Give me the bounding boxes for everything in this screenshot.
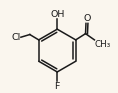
Text: CH₃: CH₃	[95, 40, 111, 49]
Text: O: O	[83, 13, 91, 23]
Text: OH: OH	[50, 9, 64, 19]
Text: Cl: Cl	[11, 33, 20, 42]
Text: F: F	[55, 82, 60, 91]
